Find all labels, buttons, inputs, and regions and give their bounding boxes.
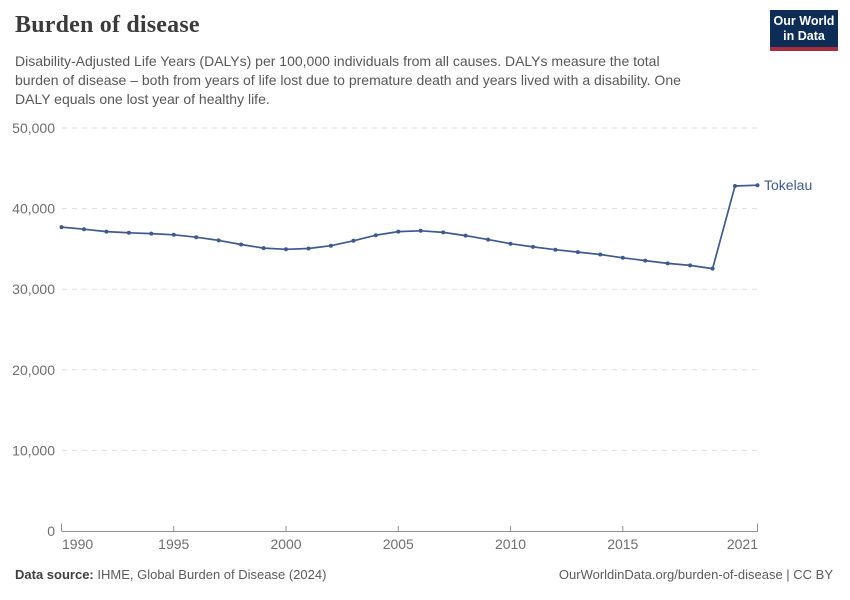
y-tick-label: 20,000 [12, 362, 55, 378]
x-tick-label: 1990 [62, 536, 93, 552]
data-point[interactable] [598, 252, 603, 257]
data-point[interactable] [710, 266, 715, 271]
subtitle-line: Disability-Adjusted Life Years (DALYs) p… [15, 53, 660, 69]
chart-title: Burden of disease [15, 12, 200, 38]
data-point[interactable] [261, 246, 266, 251]
logo-text-line2: in Data [783, 29, 825, 43]
data-point[interactable] [463, 233, 468, 238]
data-point[interactable] [575, 250, 580, 255]
data-point[interactable] [418, 228, 423, 233]
data-point[interactable] [396, 229, 401, 234]
y-tick-label: 40,000 [12, 201, 55, 217]
data-point[interactable] [351, 238, 356, 243]
data-point[interactable] [126, 230, 131, 235]
x-tick-label: 1995 [158, 536, 189, 552]
y-tick-label: 0 [47, 523, 55, 539]
chart-footer: Data source: IHME, Global Burden of Dise… [15, 567, 833, 582]
x-tick-label: 2005 [383, 536, 414, 552]
subtitle-line: burden of disease – both from years of l… [15, 72, 681, 88]
data-point[interactable] [441, 230, 446, 235]
data-point[interactable] [373, 233, 378, 238]
data-point[interactable] [665, 261, 670, 266]
x-tick-label: 2000 [270, 536, 301, 552]
data-point[interactable] [553, 247, 558, 252]
data-point[interactable] [284, 247, 288, 252]
y-tick-label: 10,000 [12, 442, 55, 458]
x-tick-label: 2021 [727, 536, 758, 552]
data-point[interactable] [306, 246, 311, 251]
series-line-tokelau[interactable] [61, 184, 758, 270]
x-tick-label: 2015 [607, 536, 638, 552]
data-point[interactable] [328, 243, 333, 248]
series-end-label[interactable]: Tokelau [764, 177, 812, 193]
subtitle-line: DALY equals one lost year of healthy lif… [15, 91, 270, 107]
data-point[interactable] [733, 184, 737, 188]
data-point[interactable] [620, 255, 625, 260]
data-point[interactable] [643, 258, 648, 263]
data-point[interactable] [239, 242, 244, 247]
data-point[interactable] [508, 241, 513, 246]
data-point[interactable] [104, 229, 109, 234]
data-point[interactable] [171, 232, 176, 237]
y-tick-label: 50,000 [12, 120, 55, 136]
logo-text-line1: Our World [773, 14, 835, 28]
y-tick-label: 30,000 [12, 281, 55, 297]
data-point[interactable] [59, 225, 64, 230]
data-source: Data source: IHME, Global Burden of Dise… [15, 567, 326, 582]
owid-logo[interactable]: Our World in Data [770, 10, 838, 51]
data-source-label: Data source: [15, 567, 94, 582]
data-point[interactable] [688, 263, 693, 268]
x-tick-label: 2010 [495, 536, 526, 552]
chart-subtitle: Disability-Adjusted Life Years (DALYs) p… [15, 52, 681, 109]
data-point[interactable] [82, 227, 86, 232]
data-point[interactable] [755, 183, 760, 188]
data-point[interactable] [216, 238, 221, 243]
data-point[interactable] [194, 235, 199, 240]
data-source-text: IHME, Global Burden of Disease (2024) [93, 567, 327, 582]
data-point[interactable] [149, 231, 154, 236]
data-point[interactable] [486, 237, 491, 242]
credit-link[interactable]: OurWorldinData.org/burden-of-disease | C… [558, 567, 833, 582]
data-point[interactable] [531, 244, 535, 249]
